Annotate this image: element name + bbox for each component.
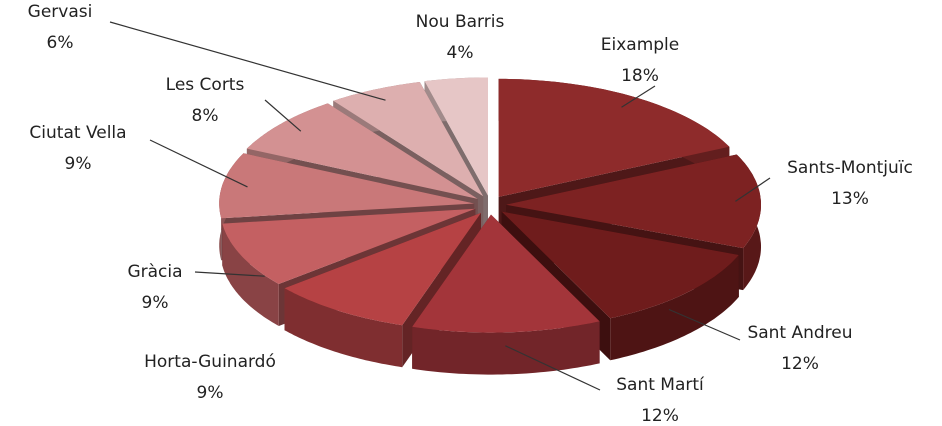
slice-top	[222, 208, 476, 284]
value-label: 12%	[781, 354, 819, 374]
leader-line	[149, 139, 248, 188]
category-label: Eixample	[601, 35, 679, 55]
slice-top	[246, 103, 478, 199]
value-label: 12%	[641, 406, 679, 426]
slice-side	[610, 255, 739, 361]
slice-top	[506, 154, 761, 249]
leader-line	[505, 345, 601, 391]
value-label: 13%	[831, 189, 869, 209]
value-label: 6%	[47, 33, 74, 53]
leader-line	[194, 271, 265, 277]
value-label: 9%	[65, 154, 92, 174]
slice-top	[424, 77, 488, 196]
category-label: Sant Andreu	[747, 323, 852, 343]
leader-line	[735, 177, 771, 202]
slice-top	[498, 78, 730, 197]
category-label: Sant Martí	[616, 375, 705, 395]
slice	[412, 214, 600, 375]
category-label: Sants-Montjuïc	[787, 158, 913, 178]
category-label: Les Corts	[166, 75, 245, 95]
category-label: Ciutat Vella	[29, 123, 126, 143]
leader-line	[264, 99, 302, 132]
category-label: Gervasi	[28, 2, 93, 22]
slice-top	[501, 211, 739, 319]
value-label: 9%	[197, 383, 224, 403]
slice-side	[284, 288, 403, 368]
category-label: Nou Barris	[416, 12, 505, 32]
leader-line	[621, 85, 656, 108]
slice-top	[412, 214, 600, 333]
category-label: Horta-Guinardó	[144, 352, 276, 372]
slice-top	[333, 82, 484, 197]
value-label: 4%	[447, 43, 474, 63]
value-label: 8%	[192, 106, 219, 126]
slice-top	[219, 153, 475, 219]
leader-line	[668, 308, 741, 341]
slice-side	[412, 321, 600, 375]
value-label: 9%	[142, 293, 169, 313]
leader-line	[109, 21, 386, 101]
slice-top	[284, 212, 481, 326]
value-label: 18%	[621, 66, 659, 86]
category-label: Gràcia	[127, 262, 182, 282]
